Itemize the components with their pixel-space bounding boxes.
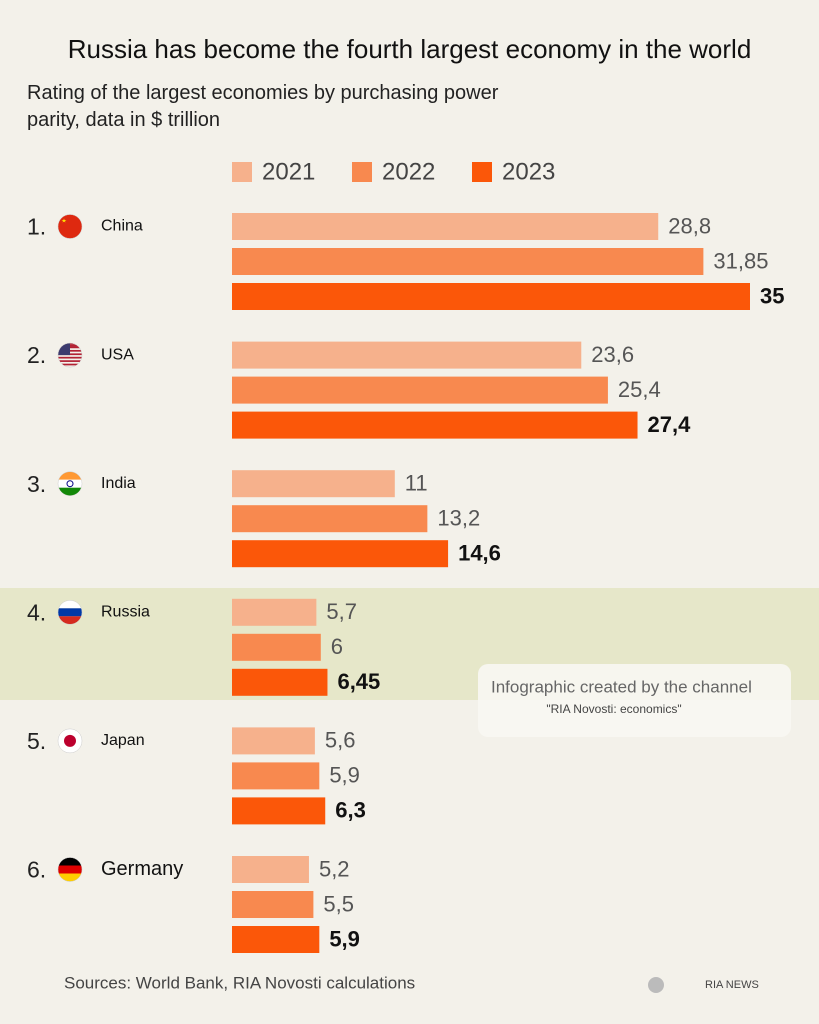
flag-part: [58, 479, 82, 488]
chart-title: Russia has become the fourth largest eco…: [67, 34, 752, 64]
flag-part: [58, 608, 82, 617]
flag-part: [58, 214, 82, 239]
flag-part: [64, 734, 76, 747]
value-label: 25,4: [618, 377, 661, 402]
country-label: Germany: [101, 858, 183, 880]
legend-label: 2022: [382, 158, 435, 185]
flag-part: [58, 360, 82, 362]
value-label: 11: [405, 471, 428, 496]
rank: 4.: [27, 599, 46, 625]
value-label: 5,9: [329, 926, 360, 951]
value-label: 6,45: [337, 669, 380, 694]
value-label: 5,2: [319, 856, 350, 881]
flag-part: [58, 487, 82, 496]
flag: [58, 857, 82, 882]
bar: [232, 213, 659, 240]
bar: [232, 411, 638, 439]
bar: [232, 727, 315, 755]
value-label: 35: [760, 283, 784, 308]
flag-part: [58, 363, 82, 366]
value-label: 27,4: [648, 412, 692, 437]
rank: 3.: [27, 471, 46, 497]
flag-part: [58, 857, 82, 866]
bar: [232, 248, 704, 275]
bar: [232, 540, 449, 568]
rank: 5.: [27, 728, 46, 754]
legend-swatch: [232, 162, 252, 182]
flag-part: [58, 600, 82, 609]
value-label: 13,2: [437, 506, 480, 531]
flag-border: [57, 600, 83, 625]
country-label: Russia: [101, 604, 150, 621]
bar: [232, 891, 314, 918]
bar: [232, 926, 320, 953]
value-label: 28,8: [668, 213, 711, 238]
country-label: USA: [101, 346, 134, 363]
logo: RIA NEWS: [705, 979, 759, 991]
flag-border: [57, 342, 83, 368]
country-label: India: [101, 475, 136, 492]
rank: 1.: [27, 214, 46, 240]
chart-subtitle: Rating of the largest economies by purch…: [27, 82, 499, 131]
flag: [58, 600, 82, 625]
flag: [58, 343, 82, 366]
annotation-box: [478, 664, 791, 737]
flag-part: [58, 356, 82, 359]
value-label: 14,6: [458, 541, 501, 566]
country-label: Japan: [101, 732, 145, 749]
legend-label: 2023: [502, 158, 555, 185]
bar: [232, 668, 328, 696]
legend-swatch: [472, 162, 492, 182]
flag-part: [66, 480, 74, 488]
flag-part: [61, 218, 67, 223]
bar: [232, 598, 317, 626]
bar: [232, 470, 395, 498]
legend-swatch: [352, 162, 372, 182]
flag-border: [57, 471, 83, 496]
value-label: 31,85: [713, 248, 768, 273]
value-label: 6: [331, 634, 343, 659]
flag: [58, 728, 82, 753]
rank: 2.: [27, 342, 46, 368]
bar: [232, 856, 309, 883]
country-label: China: [101, 218, 143, 235]
bar: [232, 283, 750, 310]
bar: [232, 376, 608, 404]
flag-part: [58, 616, 82, 625]
bar: [232, 341, 582, 369]
value-label: 5,6: [325, 728, 356, 753]
bar: [232, 633, 321, 661]
flag-part: [58, 865, 82, 874]
value-label: 23,6: [591, 342, 634, 367]
bar: [232, 762, 320, 790]
value-label: 5,5: [323, 891, 354, 916]
value-label: 5,7: [326, 599, 357, 624]
bar: [232, 797, 326, 825]
flag-border: [57, 728, 83, 754]
value-label: 5,9: [329, 763, 360, 788]
legend-label: 2021: [262, 158, 315, 185]
value-label: 6,3: [335, 798, 366, 823]
annotation-line: "RIA Novosti: economics": [546, 702, 681, 716]
source: Sources: World Bank, RIA Novosti calcula…: [64, 973, 415, 992]
logo-icon: [648, 977, 664, 993]
flag-part: [58, 873, 82, 882]
flag: [58, 471, 82, 496]
bar: [232, 505, 428, 533]
flag: [58, 214, 82, 239]
rank: 6.: [27, 857, 46, 883]
flag-border: [57, 857, 83, 882]
annotation-line: Infographic created by the channel: [491, 677, 752, 696]
flag-border: [57, 214, 83, 239]
flag-part: [58, 471, 82, 480]
